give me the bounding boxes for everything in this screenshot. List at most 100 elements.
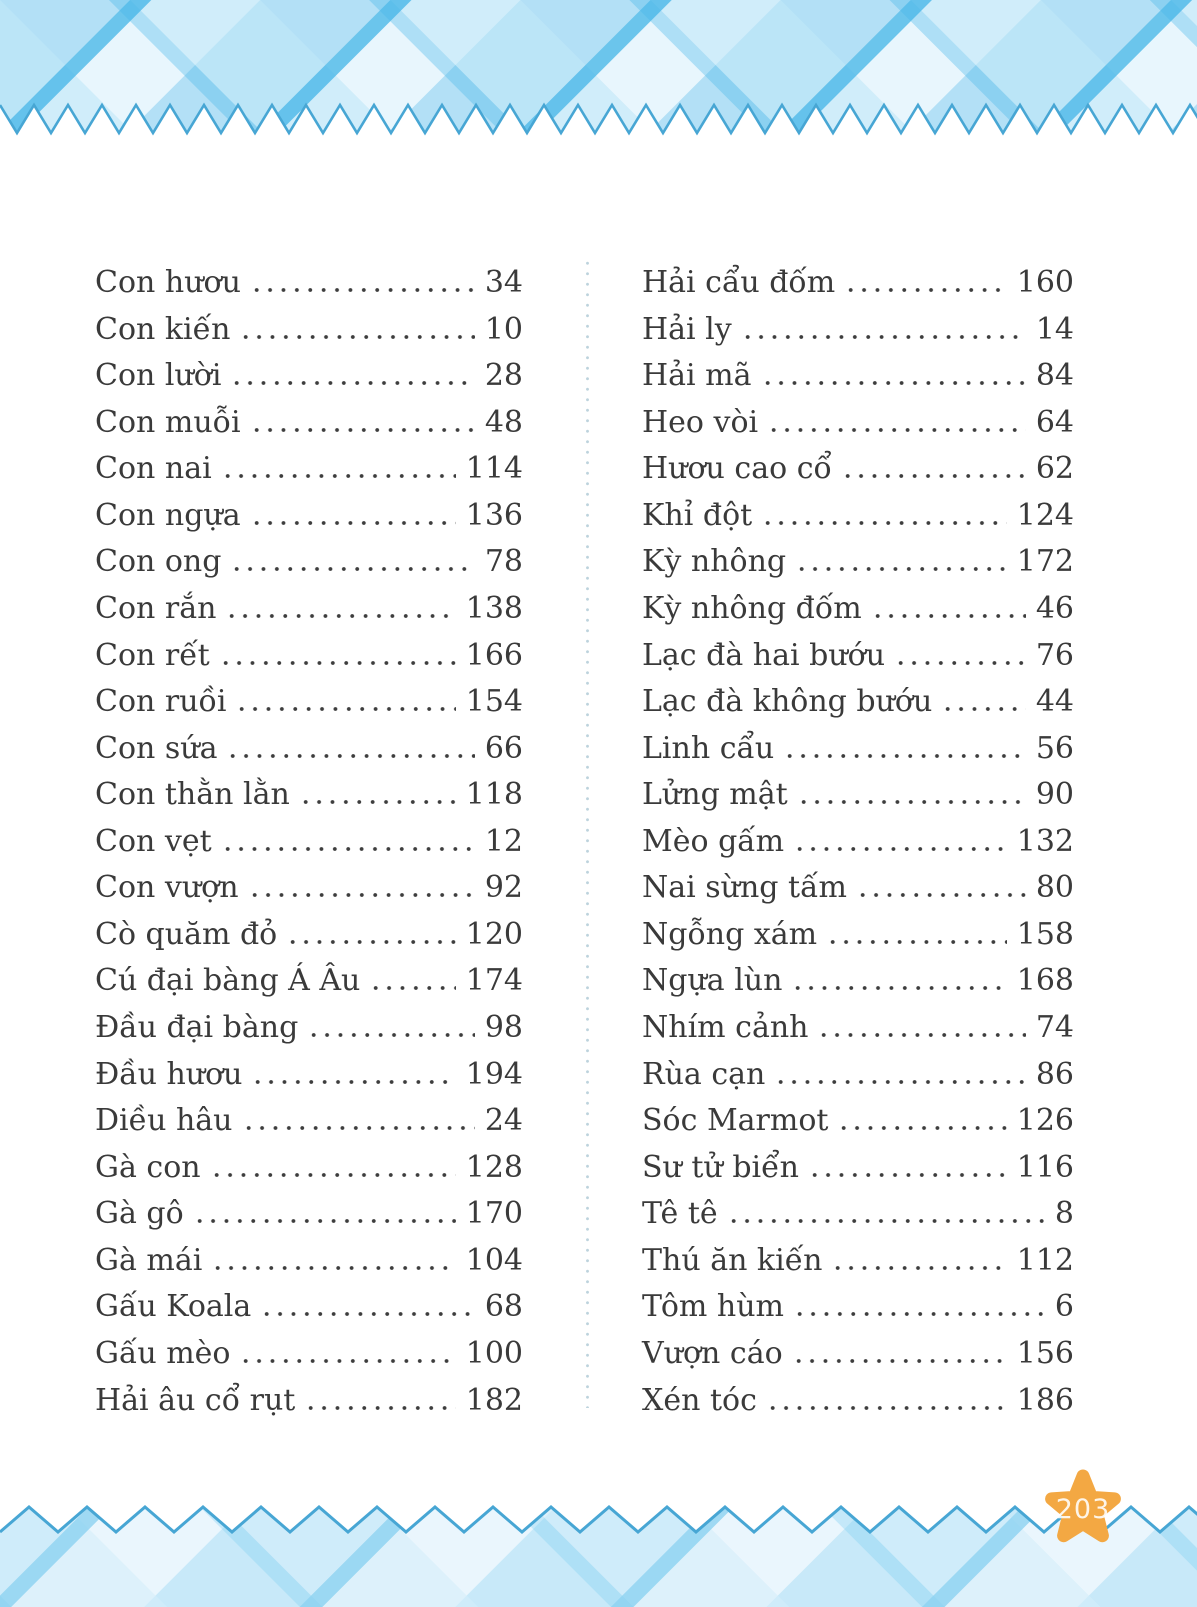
index-entry: Con hươu 34 <box>95 260 523 307</box>
entry-page-number: 182 <box>465 1382 523 1418</box>
entry-page-number: 100 <box>465 1335 523 1371</box>
entry-label: Heo vòi <box>642 404 759 440</box>
index-entry: Gà con 128 <box>95 1145 523 1192</box>
index-entry: Hải âu cổ rụt 182 <box>95 1378 523 1425</box>
entry-page-number: 120 <box>465 916 523 952</box>
index-entry: Con ruồi 154 <box>95 679 523 726</box>
entry-label: Rùa cạn <box>642 1056 766 1092</box>
entry-page-number: 112 <box>1016 1242 1074 1278</box>
index-entry: Hải cẩu đốm 160 <box>642 260 1074 307</box>
entry-label: Gà mái <box>95 1242 203 1278</box>
entry-label: Ngựa lùn <box>642 963 783 999</box>
index-entry: Linh cẩu 56 <box>642 726 1074 773</box>
index-entry: Cú đại bàng Á Âu 174 <box>95 958 523 1005</box>
entry-label: Con ong <box>95 544 222 580</box>
entry-page-number: 118 <box>465 777 523 813</box>
dot-leader <box>225 613 456 618</box>
index-entry: Đầu đại bàng 98 <box>95 1005 523 1052</box>
entry-label: Gà gô <box>95 1196 184 1232</box>
entry-page-number: 24 <box>484 1103 523 1139</box>
entry-label: Mèo gấm <box>642 823 785 859</box>
entry-label: Hải mã <box>642 358 752 394</box>
star-page-badge: 203 <box>1045 1469 1121 1543</box>
index-entry: Đầu hươu 194 <box>95 1052 523 1099</box>
entry-label: Đầu đại bàng <box>95 1010 299 1045</box>
index-entry: Xén tóc 186 <box>642 1378 1074 1425</box>
index-entry: Heo vòi 64 <box>642 400 1074 447</box>
index-entry: Hươu cao cổ 62 <box>642 446 1074 493</box>
index-entry: Kỳ nhông đốm 46 <box>642 586 1074 633</box>
dot-leader <box>226 753 475 758</box>
index-entry: Con nai 114 <box>95 446 523 493</box>
entry-label: Ngỗng xám <box>642 916 818 952</box>
bottom-zigzag-line <box>0 1505 1197 1534</box>
dot-leader <box>239 1358 456 1363</box>
dot-leader <box>783 753 1026 758</box>
dot-leader <box>249 288 475 292</box>
dot-leader <box>230 567 475 572</box>
index-entry: Hải mã 84 <box>642 353 1074 400</box>
index-entry: Con vẹt 12 <box>95 819 523 866</box>
dot-leader <box>192 1219 456 1224</box>
dot-leader <box>251 1079 456 1084</box>
index-entry: Khỉ đột 124 <box>642 493 1074 540</box>
bottom-border-pattern: 203 <box>0 1469 1197 1607</box>
dot-leader <box>298 800 456 805</box>
top-border-pattern <box>0 0 1197 136</box>
entry-page-number: 76 <box>1035 637 1074 673</box>
dot-leader <box>218 660 456 665</box>
entry-page-number: 56 <box>1035 730 1074 766</box>
index-entry: Con vượn 92 <box>95 865 523 912</box>
entry-page-number: 12 <box>484 823 523 859</box>
index-entry: Con lười 28 <box>95 353 523 400</box>
index-entry: Cò quăm đỏ 120 <box>95 912 523 959</box>
entry-label: Vượn cáo <box>642 1335 783 1371</box>
entry-page-number: 46 <box>1035 590 1074 626</box>
entry-page-number: 156 <box>1016 1335 1074 1371</box>
entry-page-number: 128 <box>465 1149 523 1185</box>
entry-page-number: 62 <box>1035 451 1074 487</box>
dot-leader <box>817 1033 1026 1037</box>
dot-leader <box>844 288 1007 292</box>
entry-page-number: 48 <box>484 404 523 440</box>
index-entry: Ngựa lùn 168 <box>642 958 1074 1005</box>
dot-leader <box>793 1312 1045 1317</box>
entry-label: Linh cẩu <box>642 730 775 766</box>
entry-label: Gấu Koala <box>95 1289 252 1325</box>
entry-page-number: 154 <box>465 684 523 720</box>
index-entry: Con muỗi 48 <box>95 400 523 447</box>
index-entry: Diều hâu 24 <box>95 1098 523 1145</box>
entry-label: Con rết <box>95 637 210 673</box>
dot-leader <box>220 474 456 479</box>
entry-label: Tê tê <box>642 1196 718 1232</box>
dot-leader <box>220 846 475 851</box>
entry-label: Kỳ nhông đốm <box>642 590 862 626</box>
dot-leader <box>870 613 1026 618</box>
entry-label: Con thằn lằn <box>95 777 290 813</box>
entry-label: Gấu mèo <box>95 1335 231 1371</box>
dot-leader <box>249 520 456 525</box>
dot-leader <box>740 334 1026 339</box>
index-entry: Gà mái 104 <box>95 1238 523 1285</box>
entry-label: Con sứa <box>95 730 218 766</box>
star-icon <box>1045 1469 1121 1543</box>
dot-leader <box>307 1033 475 1037</box>
entry-label: Con hươu <box>95 265 241 300</box>
entry-label: Hải âu cổ rụt <box>95 1382 296 1418</box>
entry-page-number: 92 <box>484 870 523 906</box>
dot-leader <box>761 520 1007 525</box>
entry-label: Sóc Marmot <box>642 1103 829 1139</box>
dot-leader <box>807 1172 1007 1177</box>
index-entry: Nai sừng tấm 80 <box>642 865 1074 912</box>
dot-leader <box>211 1265 456 1270</box>
entry-label: Diều hâu <box>95 1103 233 1139</box>
dot-leader <box>760 381 1026 386</box>
bottom-plaid-shape <box>0 1507 1197 1607</box>
index-entry: Con ong 78 <box>95 539 523 586</box>
entry-page-number: 158 <box>1016 916 1074 952</box>
dot-leader <box>774 1079 1026 1084</box>
dot-leader <box>235 707 456 712</box>
dot-leader <box>369 986 456 991</box>
entry-label: Nai sừng tấm <box>642 870 847 906</box>
